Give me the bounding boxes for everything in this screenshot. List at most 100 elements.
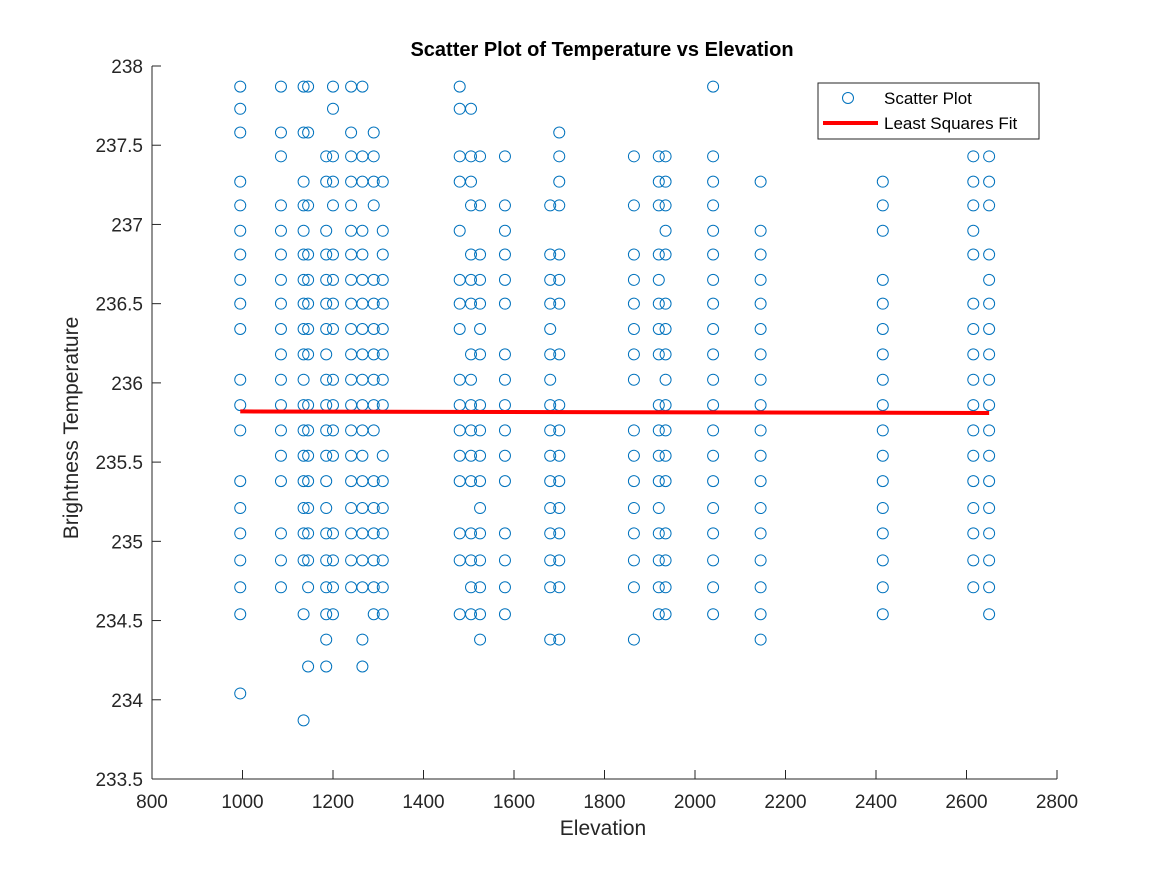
y-tick-label: 237 [111,215,143,236]
scatter-point [465,373,478,386]
scatter-point [320,475,333,488]
scatter-point [345,273,358,286]
scatter-point [302,126,315,139]
scatter-points [234,80,996,727]
scatter-point [345,224,358,237]
scatter-point [274,248,287,261]
scatter-point [707,348,720,361]
scatter-point [367,297,380,310]
scatter-point [327,554,339,567]
scatter-point [983,348,996,361]
x-tick-label: 2000 [674,792,716,813]
scatter-point [498,554,511,567]
x-tick-label: 1600 [493,792,535,813]
scatter-point [498,608,511,621]
scatter-point [876,373,889,386]
scatter-point [967,399,980,412]
scatter-point [302,273,315,286]
scatter-point [754,502,767,515]
scatter-point [453,449,466,462]
scatter-point [356,175,369,188]
scatter-point [367,273,380,286]
scatter-point [474,527,487,540]
scatter-point [474,449,487,462]
scatter-point [345,527,358,540]
scatter-point [967,554,980,567]
scatter-point [376,175,389,188]
scatter-point [376,373,389,386]
y-tick-label: 236.5 [95,295,143,316]
scatter-point [659,581,672,594]
scatter-point [652,424,665,437]
scatter-point [652,527,665,540]
scatter-point [498,373,511,386]
scatter-point [627,248,640,261]
scatter-point [297,502,310,515]
scatter-point [754,424,767,437]
scatter-point [876,449,889,462]
scatter-point [652,475,665,488]
scatter-point [754,224,767,237]
scatter-point [659,248,672,261]
scatter-point [234,527,247,540]
scatter-point [234,581,247,594]
scatter-point [345,475,358,488]
scatter-point [297,449,310,462]
scatter-point [553,581,566,594]
scatter-point [356,80,369,93]
scatter-point [967,449,980,462]
scatter-point [320,373,333,386]
scatter-point [453,80,466,93]
scatter-point [302,297,315,310]
scatter-point [876,527,889,540]
scatter-point [553,554,566,567]
scatter-point [652,150,665,163]
scatter-point [627,502,640,515]
scatter-point [367,527,380,540]
scatter-point [465,248,478,261]
scatter-point [627,199,640,212]
scatter-point [297,224,310,237]
scatter-point [876,554,889,567]
scatter-point [234,323,247,336]
scatter-point [367,554,380,567]
scatter-point [274,527,287,540]
scatter-point [367,150,380,163]
chart-title: Scatter Plot of Temperature vs Elevation [410,39,793,61]
scatter-point [498,449,511,462]
scatter-point [320,323,333,336]
scatter-point [345,199,358,212]
legend-marker-icon [842,92,854,104]
scatter-point [274,273,287,286]
y-tick-label: 234.5 [95,612,143,633]
scatter-point [274,80,287,93]
scatter-point [234,502,247,515]
scatter-point [302,502,315,515]
scatter-point [474,248,487,261]
scatter-point [652,323,665,336]
scatter-point [345,348,358,361]
scatter-point [327,248,339,261]
scatter-point [327,80,339,93]
scatter-point [376,527,389,540]
scatter-point [707,424,720,437]
scatter-point [754,608,767,621]
scatter-point [345,373,358,386]
scatter-point [327,175,339,188]
scatter-point [544,502,557,515]
scatter-point [356,373,369,386]
scatter-point [327,527,339,540]
y-tick-label: 235.5 [95,453,143,474]
scatter-point [967,475,980,488]
scatter-point [754,248,767,261]
scatter-point [376,581,389,594]
scatter-point [376,224,389,237]
scatter-point [498,581,511,594]
scatter-point [345,449,358,462]
scatter-point [274,348,287,361]
scatter-point [356,297,369,310]
tick-labels: 800 1000 1200 1400 1600 1800 2000 2200 2400 2600 2… [95,57,1078,813]
legend: Scatter Plot Least Squares Fit [817,82,1040,140]
x-axis-title: Elevation [560,817,646,840]
scatter-point [544,297,557,310]
